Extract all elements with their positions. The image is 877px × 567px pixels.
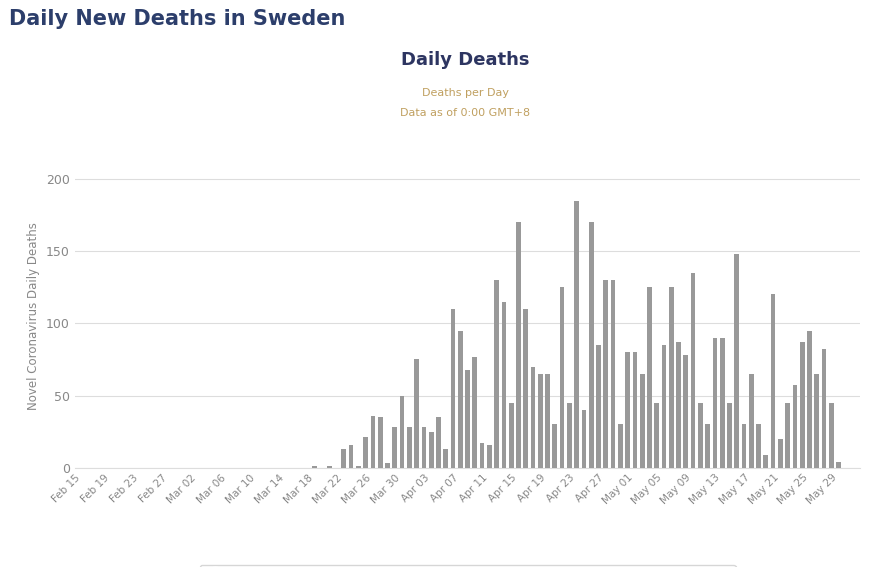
Bar [770, 294, 774, 468]
Y-axis label: Novel Coronavirus Daily Deaths: Novel Coronavirus Daily Deaths [27, 222, 40, 410]
Bar [777, 439, 782, 468]
Bar [326, 466, 332, 468]
Bar [443, 449, 447, 468]
Bar [639, 374, 644, 468]
Bar [610, 280, 615, 468]
Bar [407, 428, 411, 468]
Bar [530, 367, 535, 468]
Bar [595, 345, 600, 468]
Bar [465, 370, 469, 468]
Bar [538, 374, 542, 468]
Text: Daily Deaths: Daily Deaths [401, 51, 529, 69]
Legend: Daily Deaths, 3-day moving average,  , 7-day moving average,  : Daily Deaths, 3-day moving average, , 7-… [199, 565, 735, 567]
Bar [682, 355, 688, 468]
Bar [631, 352, 637, 468]
Bar [661, 345, 666, 468]
Bar [828, 403, 833, 468]
Bar [458, 331, 462, 468]
Bar [370, 416, 374, 468]
Bar [385, 463, 389, 468]
Bar [588, 222, 593, 468]
Bar [472, 357, 476, 468]
Text: Daily New Deaths in Sweden: Daily New Deaths in Sweden [9, 9, 345, 28]
Bar [428, 431, 433, 468]
Bar [741, 425, 745, 468]
Bar [494, 280, 498, 468]
Bar [516, 222, 520, 468]
Bar [509, 403, 513, 468]
Bar [806, 331, 811, 468]
Bar [399, 396, 404, 468]
Bar [690, 273, 695, 468]
Bar [733, 254, 738, 468]
Text: Deaths per Day: Deaths per Day [421, 88, 509, 98]
Bar [574, 201, 578, 468]
Bar [712, 338, 717, 468]
Bar [436, 417, 440, 468]
Bar [363, 438, 367, 468]
Bar [748, 374, 752, 468]
Bar [835, 462, 840, 468]
Bar [719, 338, 724, 468]
Bar [356, 466, 360, 468]
Bar [653, 403, 659, 468]
Bar [523, 309, 527, 468]
Bar [501, 302, 506, 468]
Bar [421, 428, 425, 468]
Bar [581, 410, 586, 468]
Bar [602, 280, 608, 468]
Bar [668, 287, 673, 468]
Bar [479, 443, 484, 468]
Bar [814, 374, 818, 468]
Bar [675, 342, 681, 468]
Bar [392, 428, 396, 468]
Bar [567, 403, 571, 468]
Bar [617, 425, 622, 468]
Bar [377, 417, 382, 468]
Bar [646, 287, 651, 468]
Bar [552, 425, 557, 468]
Bar [341, 449, 346, 468]
Bar [726, 403, 731, 468]
Bar [799, 342, 803, 468]
Bar [312, 466, 317, 468]
Bar [414, 359, 418, 468]
Bar [545, 374, 549, 468]
Bar [348, 445, 353, 468]
Bar [624, 352, 630, 468]
Bar [784, 403, 789, 468]
Bar [704, 425, 709, 468]
Bar [487, 445, 491, 468]
Bar [755, 425, 760, 468]
Bar [821, 349, 825, 468]
Text: Data as of 0:00 GMT+8: Data as of 0:00 GMT+8 [400, 108, 530, 118]
Bar [697, 403, 702, 468]
Bar [560, 287, 564, 468]
Bar [792, 386, 796, 468]
Bar [763, 455, 767, 468]
Bar [450, 309, 455, 468]
